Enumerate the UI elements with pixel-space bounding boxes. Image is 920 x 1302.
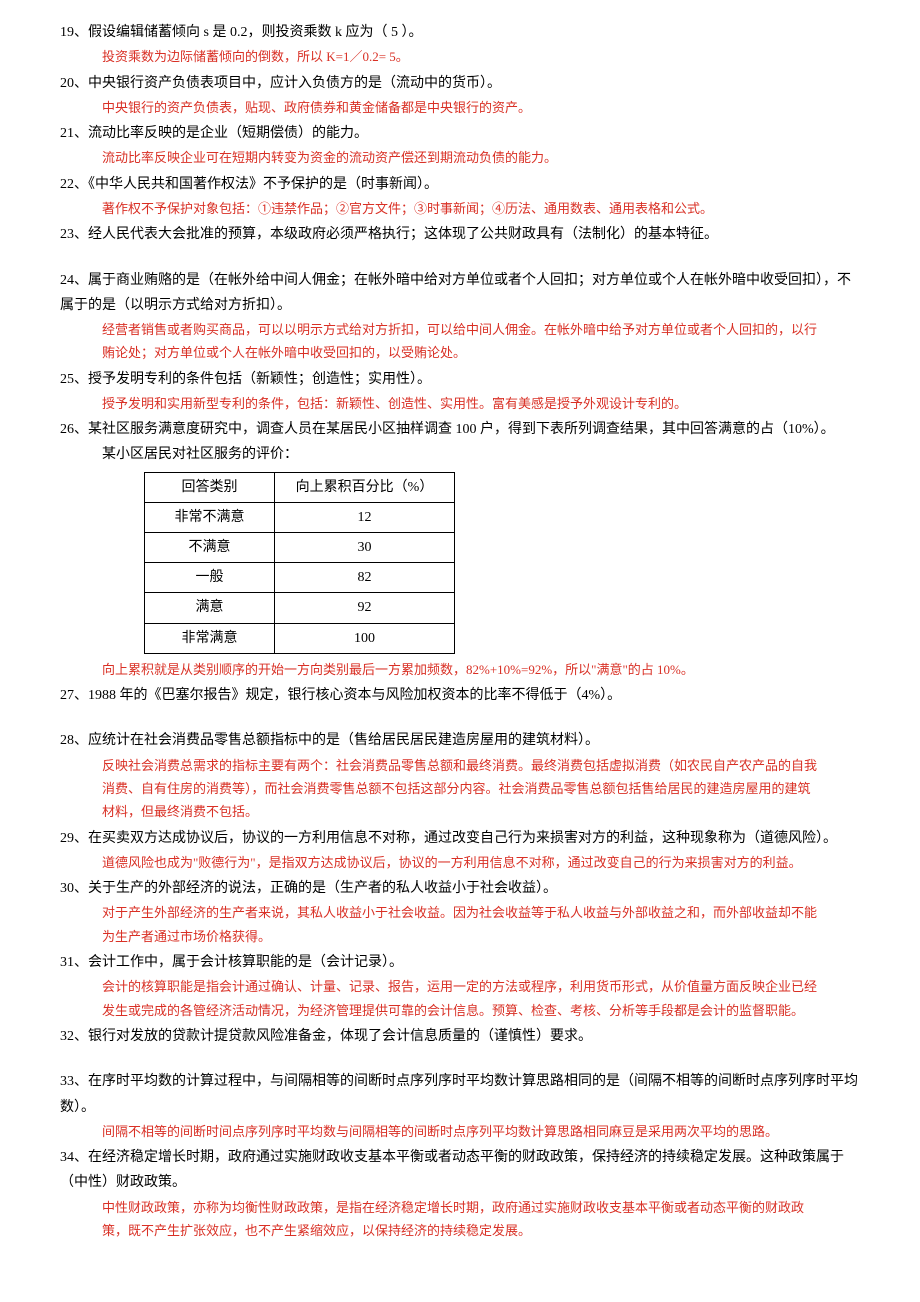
question-text: 25、授予发明专利的条件包括（新颖性；创造性；实用性）。 <box>60 367 860 392</box>
explanation-text: 贿论处；对方单位或个人在帐外暗中收受回扣的，以受贿论处。 <box>60 341 860 364</box>
question-text: 28、应统计在社会消费品零售总额指标中的是（售给居民居民建造房屋用的建筑材料）。 <box>60 728 860 753</box>
question-item-27: 27、1988 年的《巴塞尔报告》规定，银行核心资本与风险加权资本的比率不得低于… <box>60 683 860 726</box>
question-item-24: 24、属于商业贿赂的是（在帐外给中间人佣金；在帐外暗中给对方单位或者个人回扣；对… <box>60 268 860 365</box>
question-text: 30、关于生产的外部经济的说法，正确的是（生产者的私人收益小于社会收益）。 <box>60 876 860 901</box>
survey-table: 回答类别向上累积百分比（%）非常不满意12不满意30一般82满意92非常满意10… <box>144 472 455 654</box>
table-cell: 100 <box>275 623 455 653</box>
explanation-text: 流动比率反映企业可在短期内转变为资金的流动资产偿还到期流动负债的能力。 <box>60 146 860 169</box>
question-text: 33、在序时平均数的计算过程中，与间隔相等的间断时点序列序时平均数计算思路相同的… <box>60 1069 860 1119</box>
question-text: 24、属于商业贿赂的是（在帐外给中间人佣金；在帐外暗中给对方单位或者个人回扣；对… <box>60 268 860 318</box>
question-text: 19、假设编辑储蓄倾向 s 是 0.2，则投资乘数 k 应为（ 5 ）。 <box>60 20 860 45</box>
explanation-text: 中性财政政策，亦称为均衡性财政政策，是指在经济稳定增长时期，政府通过实施财政收支… <box>60 1196 860 1219</box>
table-row: 非常满意100 <box>145 623 455 653</box>
table-cell: 非常满意 <box>145 623 275 653</box>
question-text: 32、银行对发放的贷款计提贷款风险准备金，体现了会计信息质量的（谨慎性）要求。 <box>60 1024 860 1049</box>
question-item-21: 21、流动比率反映的是企业（短期偿债）的能力。流动比率反映企业可在短期内转变为资… <box>60 121 860 170</box>
table-row: 非常不满意12 <box>145 502 455 532</box>
explanation-text: 中央银行的资产负债表，贴现、政府债券和黄金储备都是中央银行的资产。 <box>60 96 860 119</box>
table-row: 满意92 <box>145 593 455 623</box>
question-text: 27、1988 年的《巴塞尔报告》规定，银行核心资本与风险加权资本的比率不得低于… <box>60 683 860 708</box>
question-text: 23、经人民代表大会批准的预算，本级政府必须严格执行；这体现了公共财政具有（法制… <box>60 222 860 247</box>
question-item-33: 33、在序时平均数的计算过程中，与间隔相等的间断时点序列序时平均数计算思路相同的… <box>60 1069 860 1143</box>
explanation-text: 材料，但最终消费不包括。 <box>60 800 860 823</box>
explanation-text: 反映社会消费总需求的指标主要有两个：社会消费品零售总额和最终消费。最终消费包括虚… <box>60 754 860 777</box>
question-item-32: 32、银行对发放的贷款计提贷款风险准备金，体现了会计信息质量的（谨慎性）要求。 <box>60 1024 860 1067</box>
question-text: 34、在经济稳定增长时期，政府通过实施财政收支基本平衡或者动态平衡的财政政策，保… <box>60 1145 860 1195</box>
table-cell: 一般 <box>145 563 275 593</box>
explanation-text: 道德风险也成为"败德行为"，是指双方达成协议后，协议的一方利用信息不对称，通过改… <box>60 851 860 874</box>
explanation-text: 向上累积就是从类别顺序的开始一方向类别最后一方累加频数，82%+10%=92%，… <box>60 658 860 681</box>
explanation-text: 发生或完成的各管经济活动情况，为经济管理提供可靠的会计信息。预算、检查、考核、分… <box>60 999 860 1022</box>
table-cell: 82 <box>275 563 455 593</box>
question-item-26: 26、某社区服务满意度研究中，调查人员在某居民小区抽样调查 100 户，得到下表… <box>60 417 860 681</box>
table-header: 向上累积百分比（%） <box>275 472 455 502</box>
explanation-text: 间隔不相等的间断时间点序列序时平均数与间隔相等的间断时点序列平均数计算思路相同麻… <box>60 1120 860 1143</box>
explanation-text: 著作权不予保护对象包括：①违禁作品；②官方文件；③时事新闻；④历法、通用数表、通… <box>60 197 860 220</box>
question-text: 20、中央银行资产负债表项目中，应计入负债方的是（流动中的货币）。 <box>60 71 860 96</box>
question-item-30: 30、关于生产的外部经济的说法，正确的是（生产者的私人收益小于社会收益）。对于产… <box>60 876 860 948</box>
explanation-text: 授予发明和实用新型专利的条件，包括：新颖性、创造性、实用性。富有美感是授予外观设… <box>60 392 860 415</box>
table-cell: 不满意 <box>145 532 275 562</box>
table-cell: 92 <box>275 593 455 623</box>
question-item-25: 25、授予发明专利的条件包括（新颖性；创造性；实用性）。授予发明和实用新型专利的… <box>60 367 860 416</box>
question-item-34: 34、在经济稳定增长时期，政府通过实施财政收支基本平衡或者动态平衡的财政政策，保… <box>60 1145 860 1242</box>
question-text: 29、在买卖双方达成协议后，协议的一方利用信息不对称，通过改变自己行为来损害对方… <box>60 826 860 851</box>
question-text: 21、流动比率反映的是企业（短期偿债）的能力。 <box>60 121 860 146</box>
question-item-22: 22、《中华人民共和国著作权法》不予保护的是（时事新闻）。著作权不予保护对象包括… <box>60 172 860 221</box>
document-content: 19、假设编辑储蓄倾向 s 是 0.2，则投资乘数 k 应为（ 5 ）。投资乘数… <box>60 20 860 1242</box>
explanation-text: 消费、自有住房的消费等），而社会消费零售总额不包括这部分内容。社会消费品零售总额… <box>60 777 860 800</box>
explanation-text: 为生产者通过市场价格获得。 <box>60 925 860 948</box>
table-cell: 满意 <box>145 593 275 623</box>
question-text: 31、会计工作中，属于会计核算职能的是（会计记录）。 <box>60 950 860 975</box>
table-cell: 30 <box>275 532 455 562</box>
explanation-text: 投资乘数为边际储蓄倾向的倒数，所以 K=1／0.2= 5。 <box>60 45 860 68</box>
question-item-20: 20、中央银行资产负债表项目中，应计入负债方的是（流动中的货币）。中央银行的资产… <box>60 71 860 120</box>
explanation-text: 经营者销售或者购买商品，可以以明示方式给对方折扣，可以给中间人佣金。在帐外暗中给… <box>60 318 860 341</box>
explanation-text: 会计的核算职能是指会计通过确认、计量、记录、报告，运用一定的方法或程序，利用货币… <box>60 975 860 998</box>
question-item-29: 29、在买卖双方达成协议后，协议的一方利用信息不对称，通过改变自己行为来损害对方… <box>60 826 860 875</box>
table-row: 一般82 <box>145 563 455 593</box>
question-item-23: 23、经人民代表大会批准的预算，本级政府必须严格执行；这体现了公共财政具有（法制… <box>60 222 860 265</box>
question-item-31: 31、会计工作中，属于会计核算职能的是（会计记录）。会计的核算职能是指会计通过确… <box>60 950 860 1022</box>
explanation-text: 对于产生外部经济的生产者来说，其私人收益小于社会收益。因为社会收益等于私人收益与… <box>60 901 860 924</box>
question-item-28: 28、应统计在社会消费品零售总额指标中的是（售给居民居民建造房屋用的建筑材料）。… <box>60 728 860 823</box>
question-text: 22、《中华人民共和国著作权法》不予保护的是（时事新闻）。 <box>60 172 860 197</box>
question-item-19: 19、假设编辑储蓄倾向 s 是 0.2，则投资乘数 k 应为（ 5 ）。投资乘数… <box>60 20 860 69</box>
table-cell: 非常不满意 <box>145 502 275 532</box>
table-caption: 某小区居民对社区服务的评价： <box>60 442 860 467</box>
question-text: 26、某社区服务满意度研究中，调查人员在某居民小区抽样调查 100 户，得到下表… <box>60 417 860 442</box>
table-cell: 12 <box>275 502 455 532</box>
table-row: 不满意30 <box>145 532 455 562</box>
explanation-text: 策，既不产生扩张效应，也不产生紧缩效应，以保持经济的持续稳定发展。 <box>60 1219 860 1242</box>
table-header: 回答类别 <box>145 472 275 502</box>
